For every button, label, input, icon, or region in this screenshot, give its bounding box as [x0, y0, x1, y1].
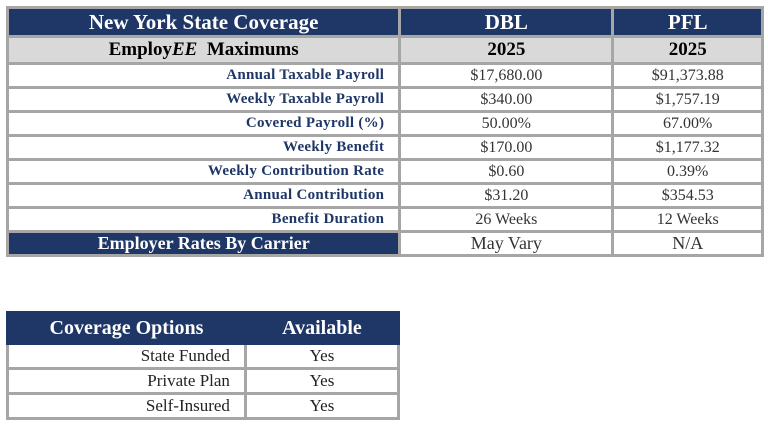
year-dbl: 2025	[398, 35, 615, 65]
row-label: Covered Payroll (%)	[5, 110, 402, 137]
header-row: Coverage Options Available	[6, 311, 401, 345]
table-title: New York State Coverage	[5, 6, 402, 38]
table-row: Annual Contribution $31.20 $354.53	[5, 182, 764, 209]
pfl-value: N/A	[611, 230, 764, 257]
table-row: Annual Taxable Payroll $17,680.00 $91,37…	[5, 62, 764, 89]
subheader-row: EmployEE Maximums 2025 2025	[5, 35, 764, 65]
table-row: Covered Payroll (%) 50.00% 67.00%	[5, 110, 764, 137]
option-label: State Funded	[6, 342, 247, 370]
table-row: Weekly Benefit $170.00 $1,177.32	[5, 134, 764, 161]
dbl-value: $340.00	[398, 86, 615, 113]
pfl-value: 0.39%	[611, 158, 764, 185]
dbl-value: May Vary	[398, 230, 615, 257]
column-header-options: Coverage Options	[6, 311, 247, 345]
option-available: Yes	[243, 392, 401, 420]
row-label: Annual Contribution	[5, 182, 402, 209]
pfl-value: 67.00%	[611, 110, 764, 137]
employer-rates-label: Employer Rates By Carrier	[5, 230, 402, 257]
year-pfl: 2025	[611, 35, 764, 65]
coverage-options-table: Coverage Options Available State Funded …	[6, 311, 401, 420]
row-label: Weekly Contribution Rate	[5, 158, 402, 185]
employee-maximums-label: EmployEE Maximums	[5, 35, 402, 65]
dbl-value: 50.00%	[398, 110, 615, 137]
row-label: Annual Taxable Payroll	[5, 62, 402, 89]
label-italic: EE	[171, 39, 198, 60]
dbl-value: $17,680.00	[398, 62, 615, 89]
row-label: Weekly Benefit	[5, 134, 402, 161]
pfl-value: $1,757.19	[611, 86, 764, 113]
pfl-value: 12 Weeks	[611, 206, 764, 233]
row-label: Benefit Duration	[5, 206, 402, 233]
table-row: Weekly Taxable Payroll $340.00 $1,757.19	[5, 86, 764, 113]
label-prefix: Employ	[108, 39, 172, 60]
option-label: Private Plan	[6, 367, 247, 395]
table-row: State Funded Yes	[6, 342, 401, 370]
dbl-value: 26 Weeks	[398, 206, 615, 233]
pfl-value: $91,373.88	[611, 62, 764, 89]
row-label: Weekly Taxable Payroll	[5, 86, 402, 113]
option-available: Yes	[243, 367, 401, 395]
table-row: Weekly Contribution Rate $0.60 0.39%	[5, 158, 764, 185]
dbl-value: $170.00	[398, 134, 615, 161]
label-suffix: Maximums	[202, 39, 299, 60]
dbl-value: $0.60	[398, 158, 615, 185]
employer-rates-row: Employer Rates By Carrier May Vary N/A	[5, 230, 764, 257]
table-row: Private Plan Yes	[6, 367, 401, 395]
pfl-value: $354.53	[611, 182, 764, 209]
header-row: New York State Coverage DBL PFL	[5, 6, 764, 38]
column-header-dbl: DBL	[398, 6, 615, 38]
column-header-pfl: PFL	[611, 6, 764, 38]
nys-coverage-table: New York State Coverage DBL PFL EmployEE…	[5, 6, 764, 257]
table-row: Benefit Duration 26 Weeks 12 Weeks	[5, 206, 764, 233]
pfl-value: $1,177.32	[611, 134, 764, 161]
option-available: Yes	[243, 342, 401, 370]
table-row: Self-Insured Yes	[6, 392, 401, 420]
dbl-value: $31.20	[398, 182, 615, 209]
column-header-available: Available	[243, 311, 401, 345]
option-label: Self-Insured	[6, 392, 247, 420]
